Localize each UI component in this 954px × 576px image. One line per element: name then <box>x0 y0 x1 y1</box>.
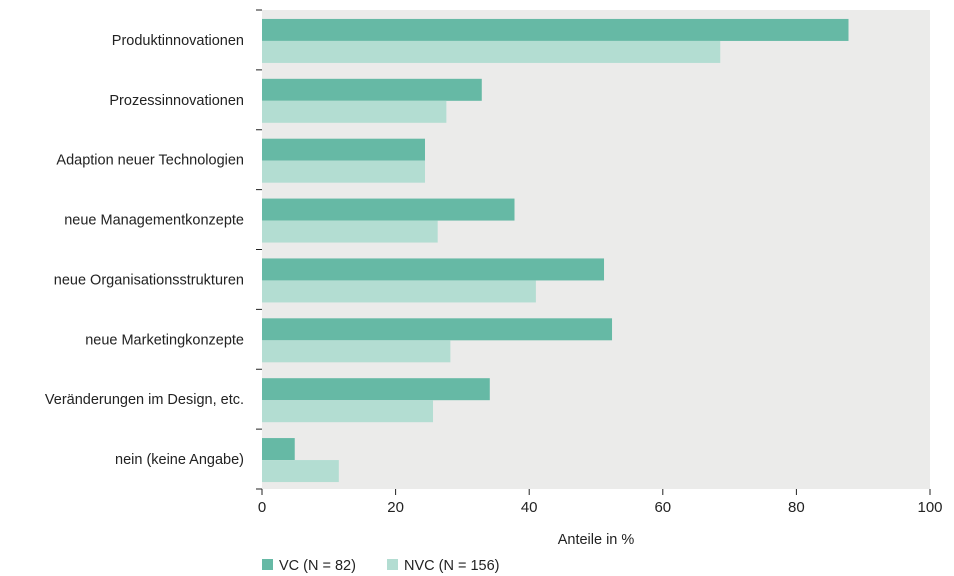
x-tick-label: 60 <box>654 499 671 516</box>
bar-vc-1 <box>262 78 482 101</box>
category-label: Adaption neuer Technologien <box>56 153 244 169</box>
category-labels: Produktinnovationen Prozessinnovationen Ad… <box>45 33 244 468</box>
x-axis-ticks: 0 20 40 60 80 100 <box>258 489 943 516</box>
bar-nvc-4 <box>262 280 536 303</box>
category-label: Prozessinnovationen <box>109 93 244 109</box>
category-label: neue Marketingkonzepte <box>85 332 244 348</box>
bar-nvc-6 <box>262 400 434 423</box>
x-axis-title: Anteile in % <box>558 532 635 548</box>
category-label: neue Managementkonzepte <box>64 213 244 229</box>
bar-vc-5 <box>262 318 613 341</box>
legend-swatch-vc <box>262 559 273 570</box>
bar-vc-0 <box>262 18 849 41</box>
bar-nvc-1 <box>262 100 447 123</box>
bar-vc-6 <box>262 378 490 401</box>
bar-vc-4 <box>262 258 605 281</box>
bars-group <box>262 18 849 483</box>
bar-vc-2 <box>262 138 425 161</box>
bar-nvc-0 <box>262 40 721 63</box>
bar-nvc-3 <box>262 220 438 243</box>
category-label: nein (keine Angabe) <box>115 452 244 468</box>
x-tick-label: 80 <box>788 499 805 516</box>
legend: VC (N = 82) NVC (N = 156) <box>262 558 500 574</box>
bar-nvc-5 <box>262 340 451 363</box>
category-label: Veränderungen im Design, etc. <box>45 392 244 408</box>
y-axis-ticks <box>256 9 262 490</box>
bar-vc-7 <box>262 438 295 461</box>
category-label: neue Organisationsstrukturen <box>54 272 244 288</box>
x-tick-label: 0 <box>258 499 266 516</box>
category-label: Produktinnovationen <box>112 33 244 49</box>
bar-nvc-2 <box>262 160 425 183</box>
legend-label-vc: VC (N = 82) <box>279 558 356 574</box>
x-tick-label: 100 <box>917 499 942 516</box>
bar-nvc-7 <box>262 460 339 483</box>
legend-swatch-nvc <box>387 559 398 570</box>
x-tick-label: 20 <box>387 499 404 516</box>
x-tick-label: 40 <box>521 499 538 516</box>
legend-label-nvc: NVC (N = 156) <box>404 558 500 574</box>
bar-vc-3 <box>262 198 515 221</box>
